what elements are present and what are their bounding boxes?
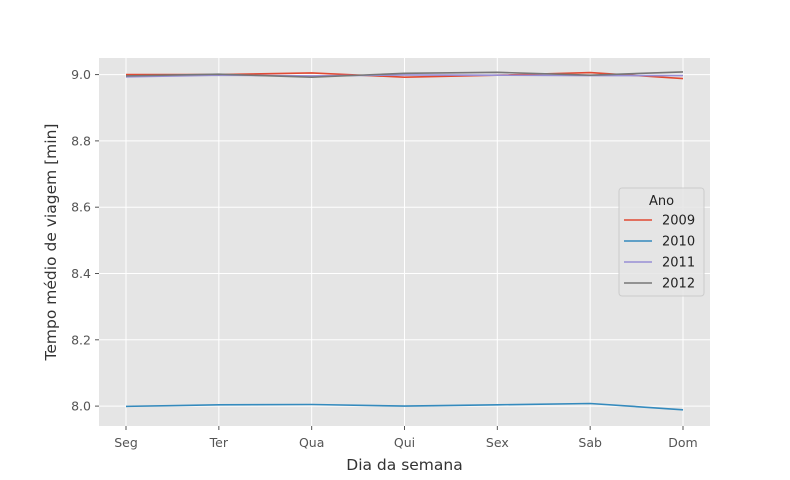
legend-title: Ano <box>649 194 674 209</box>
series-lines <box>125 71 684 411</box>
grid-lines <box>99 58 710 426</box>
x-tick-label: Seg <box>114 435 138 450</box>
series-line-2012 <box>125 71 684 78</box>
y-tick-label: 8.6 <box>71 200 91 215</box>
legend-box <box>618 187 705 297</box>
legend-label-2009: 2009 <box>662 214 695 229</box>
legend-label-2012: 2012 <box>662 277 695 292</box>
y-axis-label: Tempo médio de viagem [min] <box>42 124 60 362</box>
x-tick-label: Sex <box>486 435 509 450</box>
x-tick-label: Ter <box>209 435 229 450</box>
y-tick-label: 9.0 <box>71 67 91 82</box>
y-tick-label: 8.8 <box>71 133 91 148</box>
x-tick-label: Qua <box>299 435 324 450</box>
y-tick-label: 8.4 <box>71 266 91 281</box>
legend-label-2010: 2010 <box>662 235 695 250</box>
y-tick-label: 8.2 <box>71 332 91 347</box>
legend-label-2011: 2011 <box>662 256 695 271</box>
x-tick-label: Sab <box>578 435 602 450</box>
y-tick-label: 8.0 <box>71 399 91 414</box>
x-tick-label: Dom <box>668 435 697 450</box>
axis-ticks: Seg Ter Qua Qui Sex Sab Dom 8.0 8.2 8.4 8.6 8.8 9.0 <box>71 67 698 450</box>
series-line-2010 <box>125 402 684 411</box>
x-tick-label: Qui <box>394 435 415 450</box>
x-axis-label: Dia da semana <box>346 456 462 474</box>
legend: Ano 2009 2010 2011 2012 <box>618 187 705 297</box>
